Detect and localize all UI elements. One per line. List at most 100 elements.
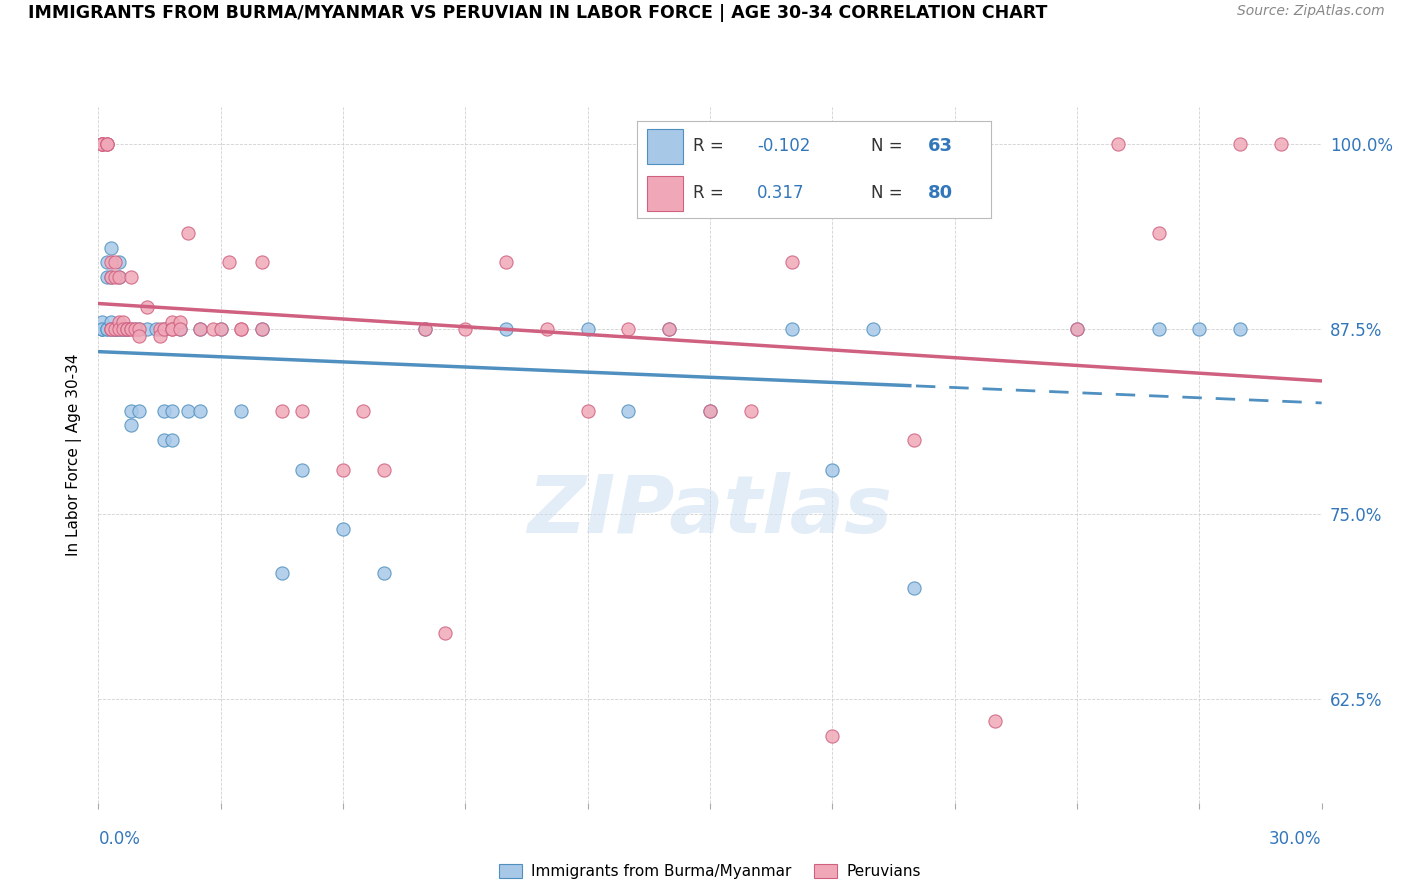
Point xyxy=(984,714,1007,729)
Point xyxy=(188,322,212,336)
Point xyxy=(149,322,172,336)
Legend: Immigrants from Burma/Myanmar, Peruvians: Immigrants from Burma/Myanmar, Peruvians xyxy=(494,858,927,886)
Point xyxy=(160,403,183,417)
Point xyxy=(100,241,122,255)
Point xyxy=(91,322,114,336)
Point xyxy=(100,322,122,336)
Point xyxy=(152,322,174,336)
Point xyxy=(91,136,114,151)
Point xyxy=(903,581,925,595)
Point xyxy=(821,463,844,477)
Point xyxy=(96,136,118,151)
Point xyxy=(270,403,294,417)
Point xyxy=(617,403,640,417)
Point xyxy=(91,136,114,151)
Point xyxy=(291,463,314,477)
Point xyxy=(120,270,142,285)
Point xyxy=(169,322,191,336)
Point xyxy=(96,136,118,151)
Point xyxy=(188,322,212,336)
Point xyxy=(91,136,114,151)
Point xyxy=(231,322,253,336)
Point xyxy=(104,270,127,285)
Point xyxy=(352,403,374,417)
Point xyxy=(1107,136,1129,151)
Point xyxy=(169,322,191,336)
Point xyxy=(100,315,122,329)
Point xyxy=(373,566,395,581)
Point xyxy=(91,315,114,329)
Point xyxy=(111,322,134,336)
Point xyxy=(332,522,354,536)
Point xyxy=(413,322,436,336)
Point xyxy=(434,625,457,640)
Point xyxy=(128,322,150,336)
Point xyxy=(413,322,436,336)
Point xyxy=(108,322,131,336)
Point xyxy=(1147,322,1170,336)
Point xyxy=(231,403,253,417)
Y-axis label: In Labor Force | Age 30-34: In Labor Force | Age 30-34 xyxy=(66,353,83,557)
Point xyxy=(231,322,253,336)
Point xyxy=(160,322,183,336)
Point xyxy=(862,322,884,336)
Point xyxy=(160,315,183,329)
Point xyxy=(658,322,681,336)
Point xyxy=(104,322,127,336)
Point xyxy=(1229,322,1251,336)
Point xyxy=(160,433,183,447)
Point xyxy=(658,322,681,336)
Point xyxy=(149,329,172,343)
Text: 30.0%: 30.0% xyxy=(1270,830,1322,847)
Point xyxy=(104,322,127,336)
Point xyxy=(821,729,844,743)
Point xyxy=(1188,322,1211,336)
Point xyxy=(100,255,122,269)
Point xyxy=(160,322,183,336)
Point xyxy=(495,255,517,269)
Point xyxy=(209,322,232,336)
Point xyxy=(373,463,395,477)
Point xyxy=(1066,322,1088,336)
Text: Source: ZipAtlas.com: Source: ZipAtlas.com xyxy=(1237,4,1385,19)
Point xyxy=(128,403,150,417)
Point xyxy=(100,322,122,336)
Point xyxy=(115,322,138,336)
Point xyxy=(111,315,134,329)
Point xyxy=(120,403,142,417)
Point xyxy=(188,403,212,417)
Point xyxy=(120,418,142,433)
Point xyxy=(495,322,517,336)
Point xyxy=(96,136,118,151)
Point xyxy=(250,322,273,336)
Point xyxy=(104,255,127,269)
Point xyxy=(100,270,122,285)
Point xyxy=(145,322,167,336)
Point xyxy=(120,322,142,336)
Text: 0.0%: 0.0% xyxy=(98,830,141,847)
Point xyxy=(250,322,273,336)
Text: ZIPatlas: ZIPatlas xyxy=(527,472,893,549)
Point xyxy=(617,322,640,336)
Point xyxy=(177,226,200,240)
Point xyxy=(128,329,150,343)
Point xyxy=(108,322,131,336)
Point xyxy=(104,322,127,336)
Point xyxy=(209,322,232,336)
Point xyxy=(576,403,599,417)
Point xyxy=(96,322,118,336)
Point xyxy=(115,322,138,336)
Point xyxy=(128,322,150,336)
Point xyxy=(108,270,131,285)
Point xyxy=(91,322,114,336)
Point xyxy=(100,270,122,285)
Point xyxy=(104,322,127,336)
Point xyxy=(250,255,273,269)
Point xyxy=(780,322,803,336)
Point xyxy=(96,255,118,269)
Point xyxy=(111,322,134,336)
Point xyxy=(454,322,477,336)
Point xyxy=(152,433,174,447)
Point xyxy=(699,403,721,417)
Point xyxy=(108,315,131,329)
